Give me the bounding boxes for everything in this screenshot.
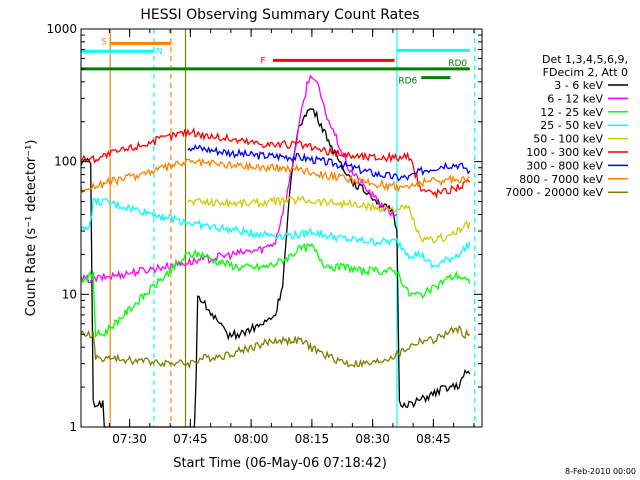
series-line-8	[80, 324, 471, 370]
legend-label-4: 50 - 100 keV	[533, 133, 603, 146]
x-axis-label: Start Time (06-May-06 07:18:42)	[173, 456, 387, 471]
status-label-rd6: RD6	[398, 77, 417, 87]
legend-header-0: Det 1,3,4,5,6,9,	[542, 53, 628, 66]
chart-title: HESSI Observing Summary Count Rates	[140, 7, 419, 23]
x-tick-label-2: 08:00	[234, 432, 269, 446]
series-line-4	[187, 195, 471, 244]
footer-date: 8-Feb-2010 00:00	[565, 467, 636, 476]
status-label-s: S	[101, 37, 107, 47]
legend-label-7: 800 - 7000 keV	[519, 173, 603, 186]
status-label-f: F	[260, 56, 265, 66]
series-line-6	[187, 143, 471, 182]
y-tick-label-2: 100	[54, 155, 77, 169]
y-tick-label-3: 1000	[46, 22, 77, 36]
series-line-2	[80, 242, 471, 338]
plot-frame	[80, 28, 483, 428]
legend-label-6: 300 - 800 keV	[526, 159, 603, 172]
x-tick-label-3: 08:15	[295, 432, 330, 446]
legend: Det 1,3,4,5,6,9,FDecim 2, Att 03 - 6 keV…	[505, 53, 628, 199]
series-line-7	[80, 157, 470, 194]
legend-label-3: 25 - 50 keV	[540, 119, 603, 132]
status-label-n: N	[156, 47, 163, 57]
series-line-3	[80, 197, 471, 269]
legend-label-5: 100 - 300 keV	[526, 146, 603, 159]
plot-area: S N F RD0 RD6	[80, 29, 476, 428]
legend-label-0: 3 - 6 keV	[554, 79, 603, 92]
legend-label-8: 7000 - 20000 keV	[505, 186, 603, 199]
legend-label-2: 12 - 25 keV	[540, 106, 603, 119]
legend-label-1: 6 - 12 keV	[547, 92, 603, 105]
series-line-5	[80, 127, 471, 200]
y-axis-label: Count Rate (s⁻¹ detector⁻¹)	[24, 140, 39, 317]
x-tick-label-4: 08:30	[355, 432, 390, 446]
legend-header-1: FDecim 2, Att 0	[543, 66, 628, 79]
status-label-rd0: RD0	[448, 59, 467, 69]
x-tick-label-5: 08:45	[416, 432, 451, 446]
series-line-1	[80, 74, 398, 284]
x-tick-label-1: 07:45	[173, 432, 208, 446]
x-tick-label-0: 07:30	[112, 432, 147, 446]
y-tick-label-0: 1	[69, 420, 77, 434]
axes: 07:30 07:45 08:00 08:15 08:30 08:45 1 10 100 1000	[46, 22, 482, 446]
y-tick-label-1: 10	[62, 287, 77, 301]
